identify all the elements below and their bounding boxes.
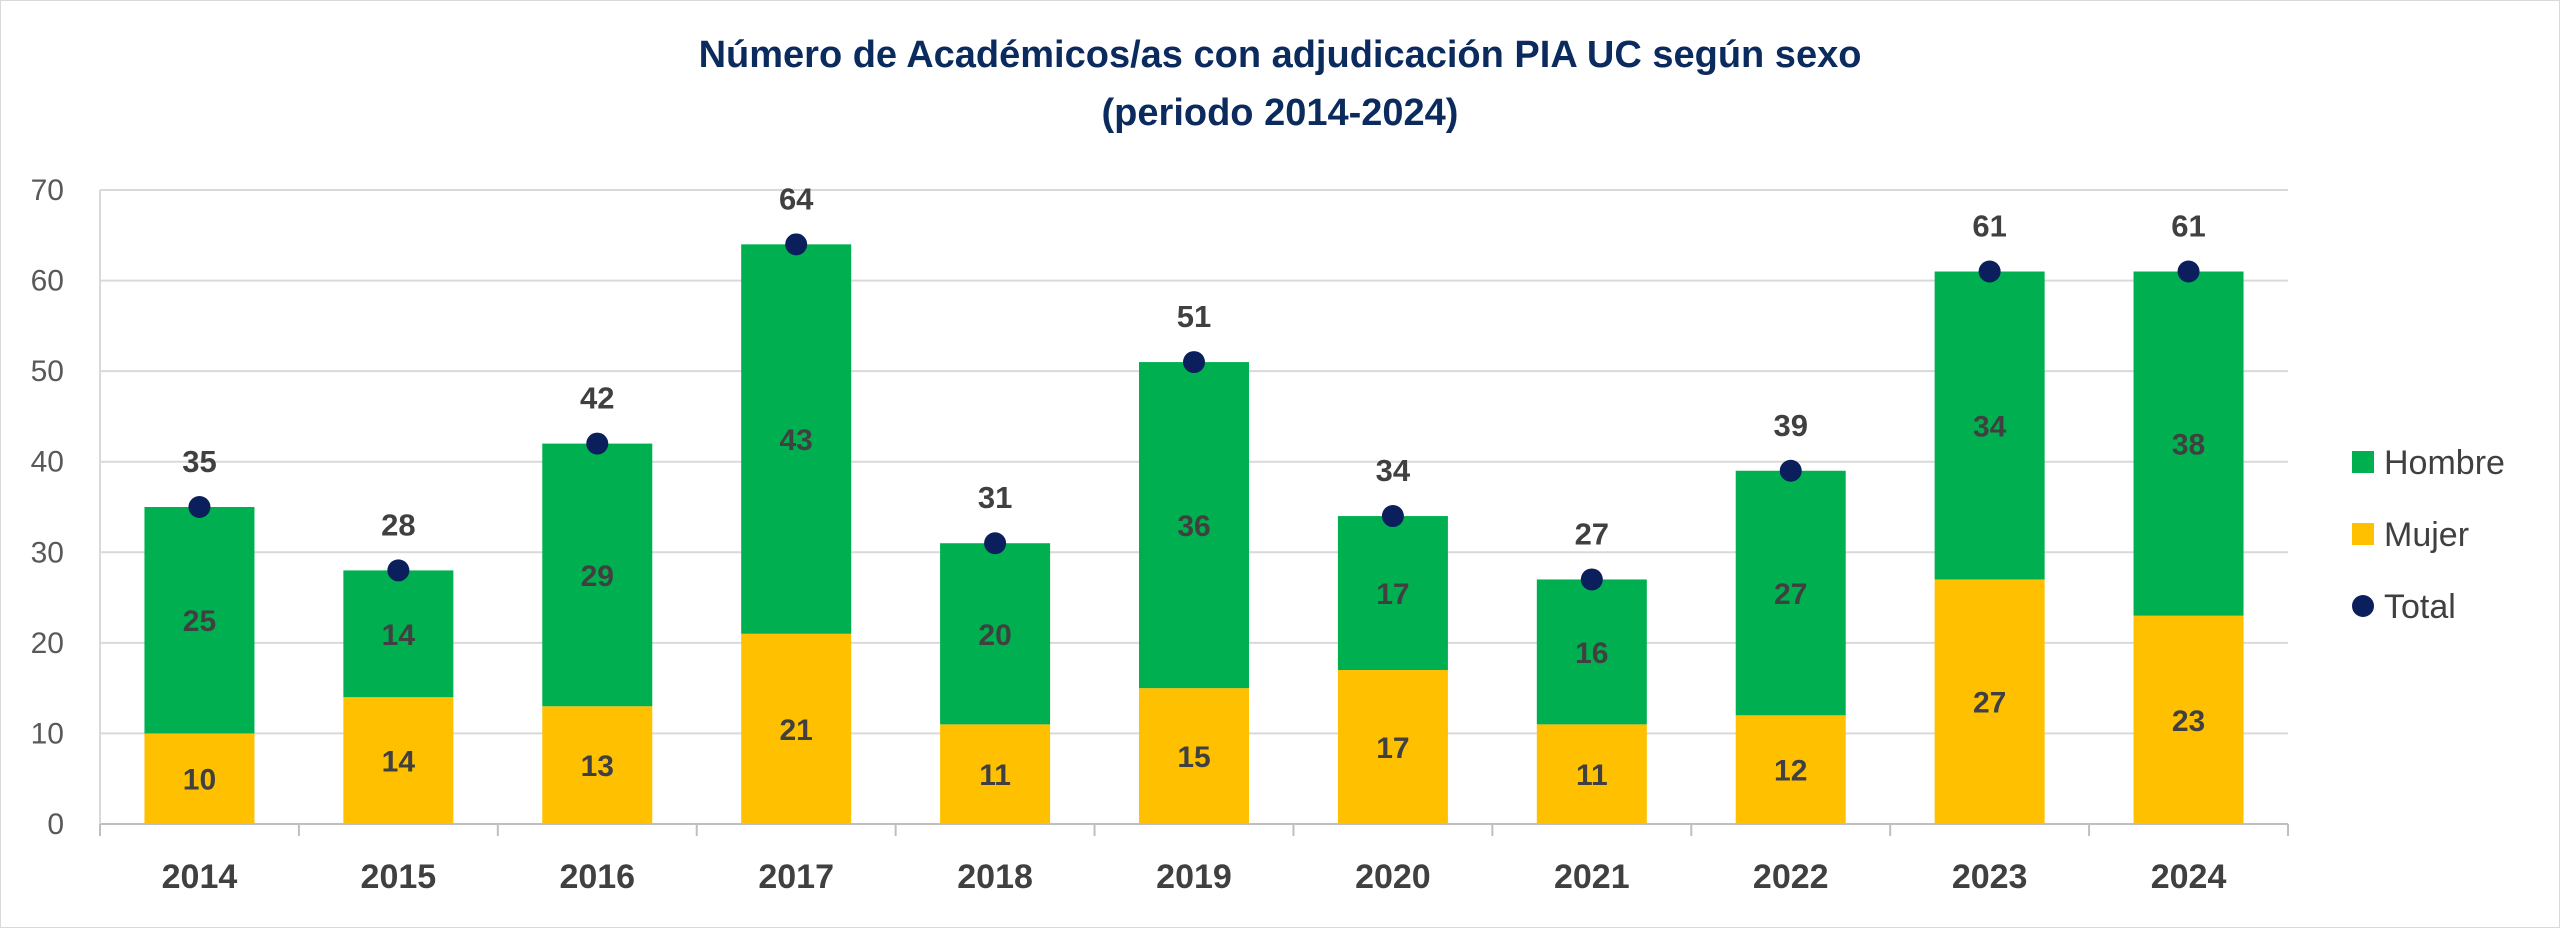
bar-mujer-2021 <box>1536 724 1647 824</box>
x-tick-label: 2020 <box>1355 858 1431 896</box>
data-label-mujer: 17 <box>1376 732 1409 765</box>
bar-hombre-2024 <box>2133 271 2244 616</box>
bar-mujer-2014 <box>144 733 255 824</box>
x-tick-label: 2022 <box>1753 858 1829 896</box>
chart-subtitle: (periodo 2014-2024) <box>1101 92 1459 134</box>
total-marker-2019 <box>1183 351 1205 374</box>
x-tick-label: 2021 <box>1554 858 1630 896</box>
data-label-total: 34 <box>1376 453 1411 488</box>
legend-label-mujer: Mujer <box>2384 516 2469 554</box>
bar-mujer-2015 <box>343 697 454 824</box>
total-marker-2023 <box>1978 260 2001 283</box>
bar-hombre-2016 <box>542 443 653 707</box>
data-label-mujer: 12 <box>1774 755 1807 788</box>
legend-label-hombre: Hombre <box>2384 444 2505 482</box>
total-marker-2021 <box>1580 568 1603 591</box>
x-tick-label: 2024 <box>2151 858 2227 896</box>
bar-mujer-2018 <box>940 724 1051 824</box>
x-tick-label: 2017 <box>758 858 834 896</box>
y-tick-label: 50 <box>31 355 64 388</box>
bar-hombre-2018 <box>940 543 1051 725</box>
legend-marker-total <box>2352 595 2374 617</box>
y-tick-label: 10 <box>31 717 64 750</box>
total-marker-2014 <box>188 496 211 518</box>
y-tick-label: 30 <box>31 536 64 569</box>
x-tick-label: 2016 <box>559 858 635 896</box>
y-tick-label: 60 <box>31 265 64 298</box>
data-label-mujer: 10 <box>183 764 216 797</box>
data-label-hombre: 16 <box>1575 637 1608 670</box>
total-marker-2020 <box>1381 505 1404 528</box>
x-tick-label: 2014 <box>162 858 238 896</box>
data-label-hombre: 36 <box>1177 510 1210 543</box>
bar-mujer-2019 <box>1139 688 1249 824</box>
y-tick-label: 20 <box>31 627 64 660</box>
data-label-mujer: 27 <box>1973 687 2006 720</box>
data-label-total: 61 <box>2171 209 2205 244</box>
x-tick-label: 2019 <box>1156 858 1232 896</box>
x-tick-label: 2015 <box>361 858 437 896</box>
chart-title: Número de Académicos/as con adjudicación… <box>698 34 1862 76</box>
bar-mujer-2023 <box>1934 579 2045 824</box>
data-label-hombre: 34 <box>1973 410 2007 443</box>
y-tick-label: 40 <box>31 446 64 479</box>
data-label-mujer: 23 <box>2172 705 2205 738</box>
data-label-total: 64 <box>779 181 814 216</box>
data-label-hombre: 14 <box>382 619 416 652</box>
total-marker-2015 <box>387 559 410 582</box>
data-label-mujer: 21 <box>779 714 812 747</box>
data-label-total: 27 <box>1575 516 1609 551</box>
total-marker-2024 <box>2177 260 2200 283</box>
x-tick-label: 2023 <box>1952 858 2028 896</box>
data-label-mujer: 11 <box>1576 759 1608 792</box>
data-label-hombre: 17 <box>1376 578 1409 611</box>
data-label-mujer: 11 <box>979 759 1011 792</box>
legend-swatch-mujer <box>2352 523 2374 545</box>
data-label-total: 39 <box>1773 408 1807 443</box>
bar-hombre-2019 <box>1139 362 1249 689</box>
total-marker-2022 <box>1779 459 1802 482</box>
data-label-hombre: 20 <box>978 619 1011 652</box>
data-label-total: 35 <box>182 444 216 479</box>
total-marker-2017 <box>785 233 808 256</box>
legend-label-total: Total <box>2384 588 2456 626</box>
data-label-mujer: 14 <box>382 746 416 779</box>
data-label-total: 61 <box>1972 209 2006 244</box>
data-label-hombre: 38 <box>2172 429 2205 462</box>
bar-mujer-2016 <box>542 706 653 824</box>
data-label-mujer: 15 <box>1177 741 1210 774</box>
bar-mujer-2017 <box>741 633 852 824</box>
y-tick-label: 0 <box>47 808 64 841</box>
y-tick-label: 70 <box>31 174 64 207</box>
data-label-hombre: 27 <box>1774 578 1807 611</box>
legend-swatch-hombre <box>2352 451 2374 473</box>
bar-mujer-2020 <box>1337 670 1448 824</box>
bar-hombre-2015 <box>343 570 454 698</box>
data-label-hombre: 25 <box>183 605 216 638</box>
bar-hombre-2023 <box>1934 271 2045 580</box>
x-tick-label: 2018 <box>957 858 1033 896</box>
data-label-hombre: 29 <box>581 560 614 593</box>
data-label-total: 51 <box>1177 299 1211 334</box>
bar-hombre-2014 <box>144 507 255 734</box>
bar-hombre-2017 <box>741 244 852 634</box>
total-marker-2016 <box>586 432 609 455</box>
bar-mujer-2022 <box>1735 715 1846 824</box>
data-label-total: 28 <box>381 507 415 542</box>
data-label-hombre: 43 <box>779 424 812 457</box>
data-label-total: 31 <box>978 480 1012 515</box>
bar-mujer-2024 <box>2133 615 2244 824</box>
data-label-total: 42 <box>580 381 614 416</box>
bar-hombre-2021 <box>1536 579 1647 725</box>
bar-hombre-2022 <box>1735 470 1846 716</box>
data-label-mujer: 13 <box>581 750 614 783</box>
bar-hombre-2020 <box>1337 516 1448 671</box>
total-marker-2018 <box>984 532 1007 555</box>
